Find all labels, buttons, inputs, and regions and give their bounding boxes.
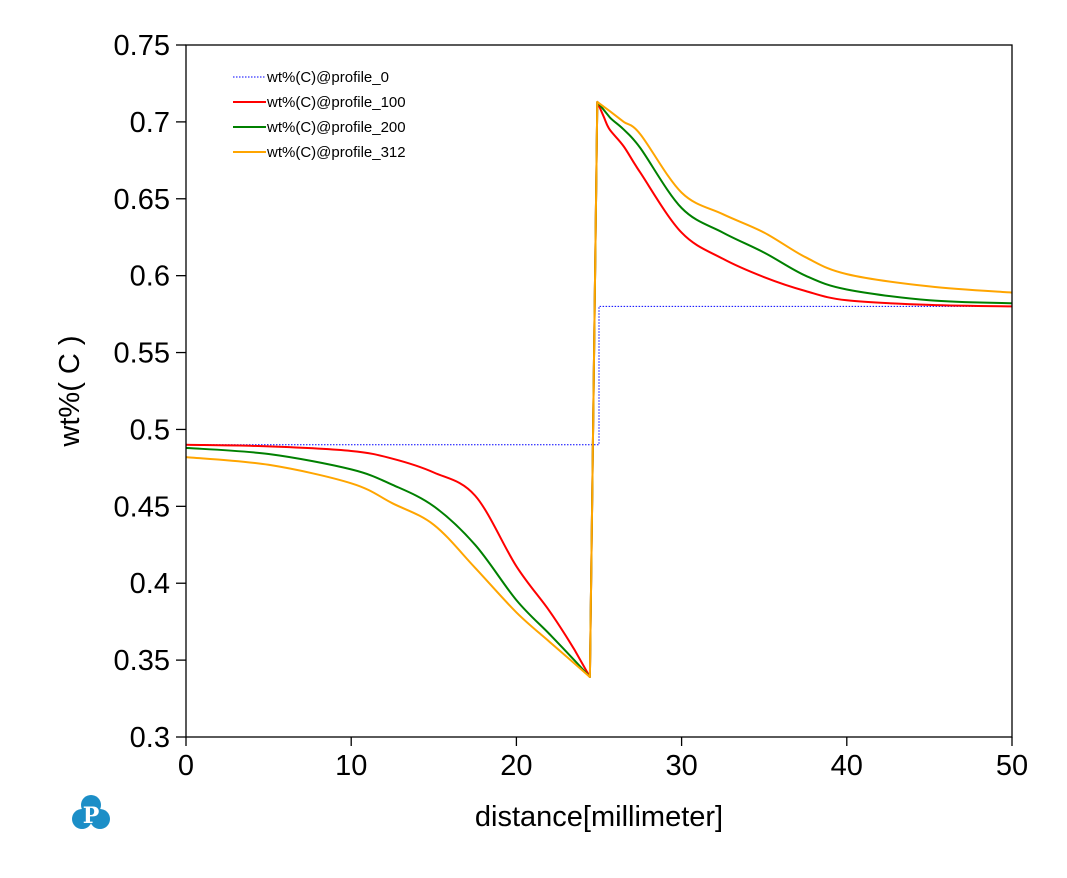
series-line-3	[185, 100, 1013, 678]
y-axis-label: wt%( C )	[54, 335, 86, 447]
y-tick-label: 0.55	[114, 338, 170, 370]
series-layer	[185, 100, 1013, 678]
legend-label: wt%(C)@profile_100	[266, 94, 406, 111]
y-tick-label: 0.75	[114, 30, 170, 62]
logo-letter: P	[83, 803, 100, 829]
y-tick-label: 0.7	[130, 107, 170, 139]
x-tick-label: 50	[996, 750, 1028, 782]
y-tick-label: 0.35	[114, 645, 170, 677]
y-tick-label: 0.45	[114, 491, 170, 523]
y-tick-label: 0.3	[130, 722, 170, 754]
plot-frame	[185, 44, 1013, 738]
series-line-2	[185, 100, 1013, 678]
y-axis: 0.3 0.35 0.4 0.45 0.5 0.55 0.6 0.65 0.7 0.75	[114, 30, 186, 754]
legend-label: wt%(C)@profile_200	[266, 119, 406, 136]
x-tick-label: 20	[500, 750, 532, 782]
series-line-0	[186, 305, 1012, 446]
x-tick-label: 0	[178, 750, 194, 782]
y-tick-label: 0.5	[130, 414, 170, 446]
legend-label: wt%(C)@profile_0	[266, 69, 389, 86]
y-tick-label: 0.65	[114, 184, 170, 216]
series-line-1	[185, 100, 1013, 678]
x-tick-label: 40	[831, 750, 863, 782]
x-axis: 0 10 20 30 40 50	[178, 737, 1028, 782]
logo-shape	[82, 805, 100, 823]
legend-label: wt%(C)@profile_312	[266, 144, 406, 161]
y-tick-label: 0.4	[130, 568, 170, 600]
x-tick-label: 30	[665, 750, 697, 782]
y-tick-label: 0.6	[130, 261, 170, 293]
x-tick-label: 10	[335, 750, 367, 782]
legend: wt%(C)@profile_0 wt%(C)@profile_100 wt%(C)…	[233, 69, 406, 161]
p-logo-icon: P	[72, 795, 110, 829]
x-axis-label: distance[millimeter]	[475, 801, 723, 833]
